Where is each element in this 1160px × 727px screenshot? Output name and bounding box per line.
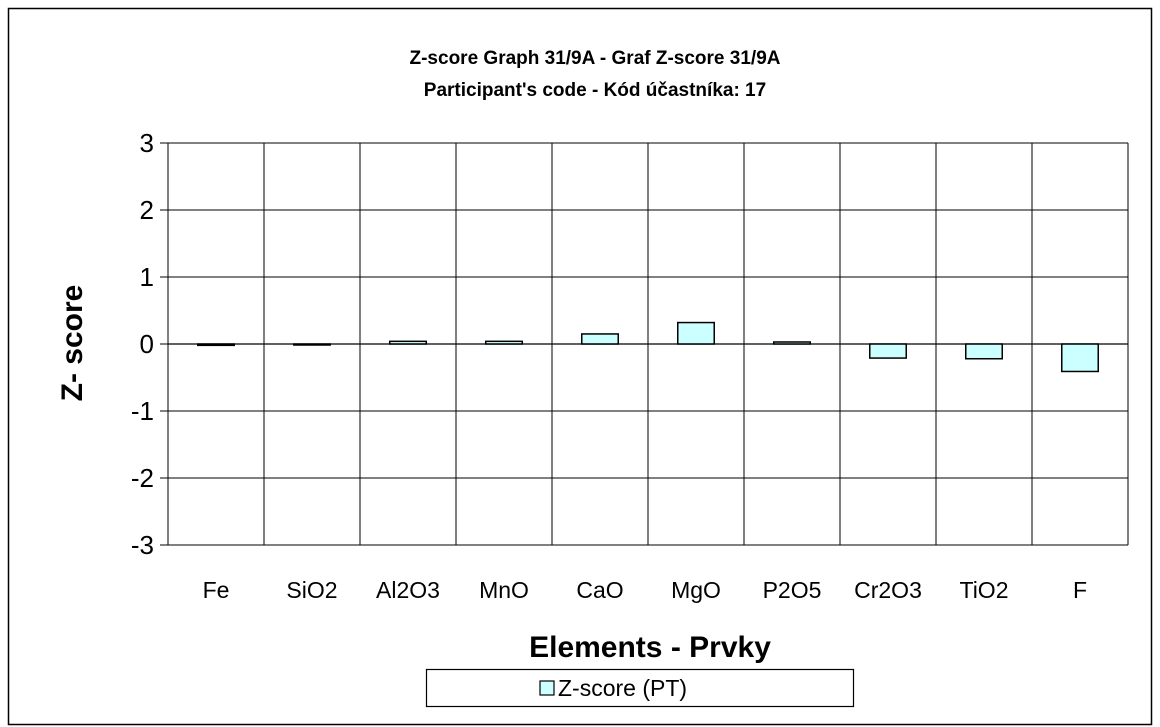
y-tick-label: -3 bbox=[131, 530, 154, 560]
x-category-label: P2O5 bbox=[763, 577, 822, 603]
bar-fe bbox=[197, 343, 235, 347]
x-category-label: F bbox=[1073, 577, 1087, 603]
y-tick-label: 3 bbox=[140, 128, 154, 158]
bar-mgo bbox=[677, 321, 715, 345]
legend: Z-score (PT) bbox=[425, 668, 855, 708]
y-tick-labels: 3 2 1 0 -1 -2 -3 bbox=[131, 128, 154, 560]
x-category-label: SiO2 bbox=[286, 577, 337, 603]
x-category-label: MnO bbox=[479, 577, 529, 603]
x-category-label: TiO2 bbox=[960, 577, 1009, 603]
legend-label: Z-score (PT) bbox=[558, 675, 687, 701]
chart-subtitle: Participant's code - Kód účastníka: 17 bbox=[424, 80, 766, 101]
legend-swatch bbox=[539, 680, 555, 696]
bars bbox=[197, 321, 1099, 373]
x-category-label: MgO bbox=[671, 577, 721, 603]
chart-title: Z-score Graph 31/9A - Graf Z-score 31/9A bbox=[410, 48, 781, 69]
y-tick-label: 2 bbox=[140, 195, 154, 225]
bar-cr2o3 bbox=[869, 343, 907, 359]
bar-tio2 bbox=[965, 343, 1003, 360]
bar-sio2 bbox=[293, 343, 331, 346]
x-category-label: Al2O3 bbox=[376, 577, 440, 603]
bar-al2o3 bbox=[389, 340, 427, 345]
x-axis-title: Elements - Prvky bbox=[529, 631, 771, 664]
y-tick-label: 1 bbox=[140, 262, 154, 292]
bar-p2o5 bbox=[773, 341, 811, 345]
y-tick-label: -2 bbox=[131, 463, 154, 493]
chart-border bbox=[7, 7, 1153, 726]
plot-grid bbox=[160, 142, 1129, 546]
y-axis-title: Z- score bbox=[56, 285, 89, 402]
y-tick-label: 0 bbox=[140, 329, 154, 359]
x-category-labels: Fe SiO2 Al2O3 MnO CaO MgO P2O5 Cr2O3 TiO2 F bbox=[203, 577, 1087, 603]
bar-mno bbox=[485, 340, 523, 345]
legend-box bbox=[425, 668, 855, 708]
y-tick-label: -1 bbox=[131, 396, 154, 426]
x-category-label: CaO bbox=[576, 577, 623, 603]
x-category-label: Cr2O3 bbox=[854, 577, 922, 603]
bar-cao bbox=[581, 333, 619, 345]
x-category-label: Fe bbox=[203, 577, 230, 603]
bar-f bbox=[1061, 343, 1099, 373]
